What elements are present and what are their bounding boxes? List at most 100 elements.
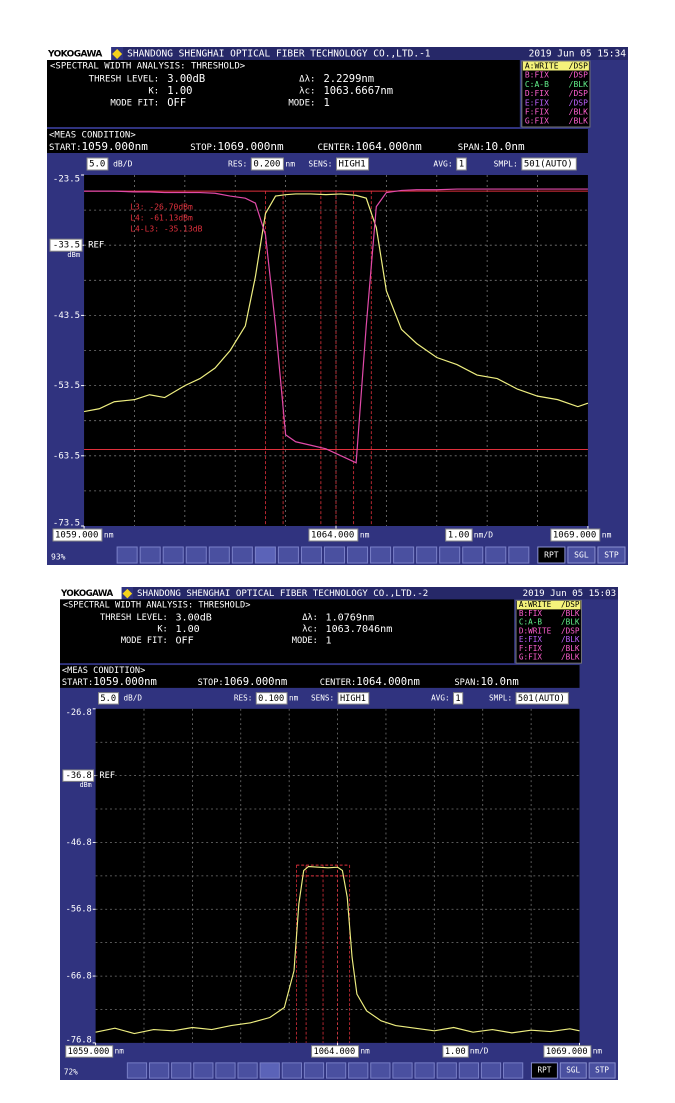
trace-name: D:WRITE xyxy=(519,626,552,635)
x-unit: nm xyxy=(360,1046,370,1055)
x-tick-label: 1059.000 xyxy=(55,531,98,541)
soft-key xyxy=(171,1062,192,1079)
soft-key xyxy=(326,1062,347,1079)
button[interactable] xyxy=(567,546,596,564)
screen-title: SHANDONG SHENGHAI OPTICAL FIBER TECHNOLO… xyxy=(127,49,431,60)
button-label: STP xyxy=(604,551,619,560)
osa-screen: YOKOGAWA SHANDONG SHENGHAI OPTICAL FIBER … xyxy=(60,587,618,1080)
x-tick-label: 1069.000 xyxy=(553,531,596,541)
param-label: K: xyxy=(157,624,167,634)
soft-key xyxy=(439,546,461,564)
setting-label: RES: xyxy=(228,160,247,169)
setting-value-box xyxy=(255,692,288,705)
trace-name: E:FIX xyxy=(519,635,543,644)
soft-key xyxy=(414,1062,435,1079)
param-value: 1 xyxy=(326,635,332,646)
y-tick-label: -33.5 xyxy=(53,241,80,251)
marker-text: L4: -61.13dBm xyxy=(130,214,193,223)
param-value: 3.00dB xyxy=(175,612,211,623)
param-label: MODE: xyxy=(292,636,318,646)
setting-unit: nm xyxy=(285,160,295,169)
trace-state: /BLK xyxy=(561,635,580,644)
setting-unit: nm xyxy=(289,693,299,702)
setting-label: AVG: xyxy=(433,160,452,169)
trace-active-bg xyxy=(522,61,589,71)
param-label: λc: xyxy=(299,87,315,97)
y-unit: dBm xyxy=(67,251,80,259)
button[interactable] xyxy=(537,546,566,564)
soft-key xyxy=(237,1062,258,1079)
soft-key xyxy=(416,546,438,564)
soft-key xyxy=(370,1062,391,1079)
setting-value: 0.100 xyxy=(258,694,284,704)
setting-value: HIGH1 xyxy=(340,694,366,704)
meas-value: 10.0nm xyxy=(485,140,525,153)
soft-key xyxy=(231,546,253,564)
trace-line xyxy=(83,193,589,413)
soft-key xyxy=(185,546,207,564)
x-tick-label-box xyxy=(52,528,103,542)
x-tick-label-box xyxy=(311,1045,360,1058)
meas-value: 1059.000nm xyxy=(93,676,157,688)
setting-value-box xyxy=(453,692,464,705)
button[interactable] xyxy=(559,1062,587,1079)
meas-title: <MEAS CONDITION> xyxy=(49,131,136,141)
soft-key xyxy=(392,1062,413,1079)
meas-value: 1064.000nm xyxy=(356,676,420,688)
param-value: 1 xyxy=(323,97,329,109)
param-value: 1063.7046nm xyxy=(326,624,393,635)
x-per-div: 1.00 xyxy=(448,531,470,541)
soft-key xyxy=(215,1062,236,1079)
soft-key xyxy=(458,1062,479,1079)
button[interactable] xyxy=(597,546,626,564)
meas-label: START: xyxy=(62,678,93,688)
soft-key xyxy=(139,546,161,564)
param-value: 1.00 xyxy=(175,624,199,635)
soft-key xyxy=(347,546,369,564)
meas-value: 1059.000nm xyxy=(82,140,149,153)
trace-name: B:FIX xyxy=(519,609,543,618)
y-tick-label: -63.5 xyxy=(53,451,80,461)
trace-name: B:FIX xyxy=(525,71,549,80)
scale-unit: dB/D xyxy=(113,160,132,169)
soft-key xyxy=(254,546,276,564)
y-tick-label: -26.8 xyxy=(66,708,92,718)
zoom: 72% xyxy=(64,1067,78,1076)
button[interactable] xyxy=(530,1062,558,1079)
x-unit: nm xyxy=(104,531,114,540)
meas-item: CENTER:1064.000nm xyxy=(320,676,420,688)
meas-value: 10.0nm xyxy=(481,676,519,688)
soft-key xyxy=(259,1062,280,1079)
brand-diamond xyxy=(112,49,123,59)
soft-key xyxy=(323,546,346,564)
marker-text: L4-L3: -35.13dB xyxy=(130,225,202,234)
param-label: MODE: xyxy=(288,99,315,109)
meas-panel xyxy=(60,665,580,688)
param-value: 3.00dB xyxy=(167,73,205,85)
meas-value: 1064.000nm xyxy=(355,140,422,153)
soft-key xyxy=(485,546,507,564)
soft-key xyxy=(480,1062,502,1079)
meas-item: STOP:1069.000nm xyxy=(198,676,288,688)
soft-key xyxy=(116,546,138,564)
soft-key xyxy=(281,1062,302,1079)
x-tick-label-box xyxy=(543,1045,592,1058)
y-tick-label: -56.8 xyxy=(66,905,92,915)
soft-key xyxy=(348,1062,369,1079)
trace-name: F:FIX xyxy=(519,644,543,653)
setting-value: 1 xyxy=(459,160,464,170)
soft-key xyxy=(503,1062,524,1079)
param-label: THRESH LEVEL: xyxy=(89,75,160,85)
param-label: Δλ: xyxy=(299,75,315,85)
scale-unit: dB/D xyxy=(123,693,142,702)
trace-name: C:A-B xyxy=(525,80,549,89)
button[interactable] xyxy=(588,1062,616,1079)
zoom: 93% xyxy=(51,553,66,562)
trace-panel xyxy=(521,60,591,128)
meas-item: START:1059.000nm xyxy=(49,140,148,153)
brand: YOKOGAWA xyxy=(60,589,114,599)
trace-name: A:WRITE xyxy=(519,600,552,609)
y-tick-label: -53.5 xyxy=(53,381,80,391)
param-label: MODE FIT: xyxy=(110,99,159,109)
param-label: λc: xyxy=(302,624,318,634)
